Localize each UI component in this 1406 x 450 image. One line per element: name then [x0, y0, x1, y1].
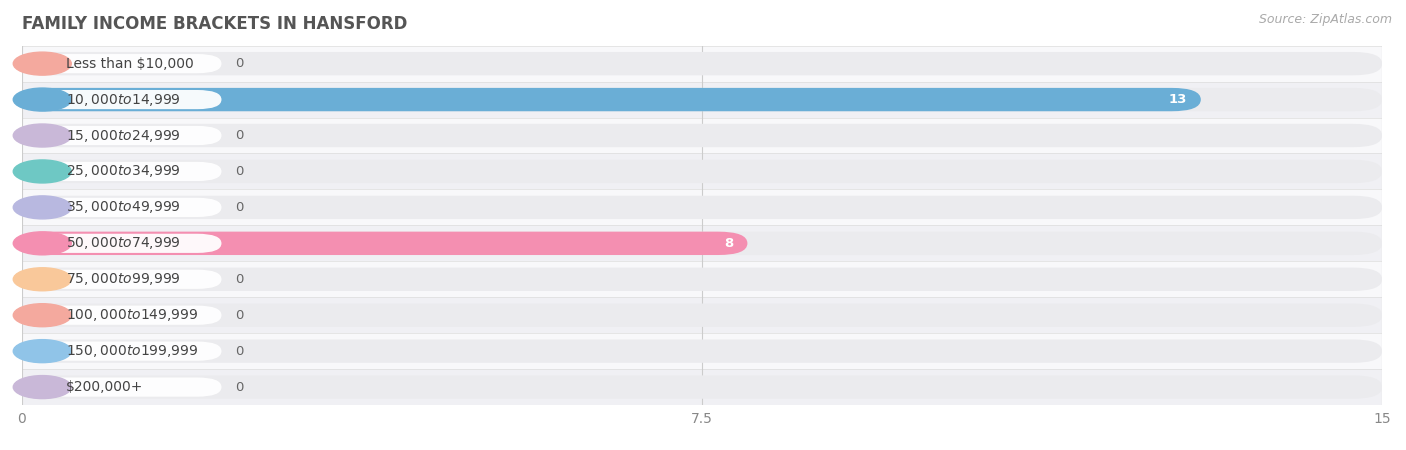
FancyBboxPatch shape	[22, 198, 222, 217]
Circle shape	[13, 268, 72, 291]
Text: 0: 0	[235, 57, 243, 70]
Text: $35,000 to $49,999: $35,000 to $49,999	[66, 199, 180, 216]
Bar	[22, 225, 1382, 261]
FancyBboxPatch shape	[22, 162, 222, 181]
Text: $100,000 to $149,999: $100,000 to $149,999	[66, 307, 198, 323]
FancyBboxPatch shape	[22, 378, 222, 396]
Text: $200,000+: $200,000+	[66, 380, 143, 394]
Text: $50,000 to $74,999: $50,000 to $74,999	[66, 235, 180, 252]
FancyBboxPatch shape	[22, 342, 222, 361]
Bar	[22, 297, 1382, 333]
FancyBboxPatch shape	[22, 339, 1382, 363]
Circle shape	[13, 340, 72, 363]
FancyBboxPatch shape	[22, 196, 1382, 219]
Text: 0: 0	[235, 345, 243, 358]
Bar	[22, 369, 1382, 405]
Circle shape	[13, 124, 72, 147]
Text: $25,000 to $34,999: $25,000 to $34,999	[66, 163, 180, 180]
Text: $75,000 to $99,999: $75,000 to $99,999	[66, 271, 180, 287]
Text: 13: 13	[1168, 93, 1187, 106]
Text: $150,000 to $199,999: $150,000 to $199,999	[66, 343, 198, 359]
FancyBboxPatch shape	[22, 234, 222, 253]
Text: Less than $10,000: Less than $10,000	[66, 57, 193, 71]
FancyBboxPatch shape	[22, 232, 748, 255]
FancyBboxPatch shape	[22, 268, 1382, 291]
FancyBboxPatch shape	[22, 124, 1382, 147]
FancyBboxPatch shape	[22, 375, 1382, 399]
Text: 8: 8	[724, 237, 734, 250]
FancyBboxPatch shape	[22, 306, 222, 325]
Circle shape	[13, 232, 72, 255]
Bar	[22, 189, 1382, 225]
FancyBboxPatch shape	[22, 126, 222, 145]
Bar	[22, 45, 1382, 81]
Bar	[22, 81, 1382, 117]
Text: 0: 0	[235, 273, 243, 286]
FancyBboxPatch shape	[22, 160, 1382, 183]
Circle shape	[13, 196, 72, 219]
Bar	[22, 153, 1382, 189]
FancyBboxPatch shape	[22, 52, 1382, 75]
Bar	[22, 333, 1382, 369]
Text: $10,000 to $14,999: $10,000 to $14,999	[66, 91, 180, 108]
FancyBboxPatch shape	[22, 304, 1382, 327]
FancyBboxPatch shape	[22, 232, 1382, 255]
FancyBboxPatch shape	[22, 88, 1201, 111]
Text: 0: 0	[235, 165, 243, 178]
Text: 0: 0	[235, 129, 243, 142]
Circle shape	[13, 376, 72, 399]
FancyBboxPatch shape	[22, 88, 1382, 111]
FancyBboxPatch shape	[22, 54, 222, 73]
Circle shape	[13, 52, 72, 75]
FancyBboxPatch shape	[22, 90, 222, 109]
Text: Source: ZipAtlas.com: Source: ZipAtlas.com	[1258, 14, 1392, 27]
Text: 0: 0	[235, 381, 243, 394]
Bar	[22, 261, 1382, 297]
Bar	[22, 117, 1382, 153]
Circle shape	[13, 88, 72, 111]
Text: 0: 0	[235, 309, 243, 322]
Text: FAMILY INCOME BRACKETS IN HANSFORD: FAMILY INCOME BRACKETS IN HANSFORD	[22, 15, 408, 33]
Circle shape	[13, 304, 72, 327]
Circle shape	[13, 160, 72, 183]
Text: $15,000 to $24,999: $15,000 to $24,999	[66, 127, 180, 144]
FancyBboxPatch shape	[22, 270, 222, 289]
Text: 0: 0	[235, 201, 243, 214]
